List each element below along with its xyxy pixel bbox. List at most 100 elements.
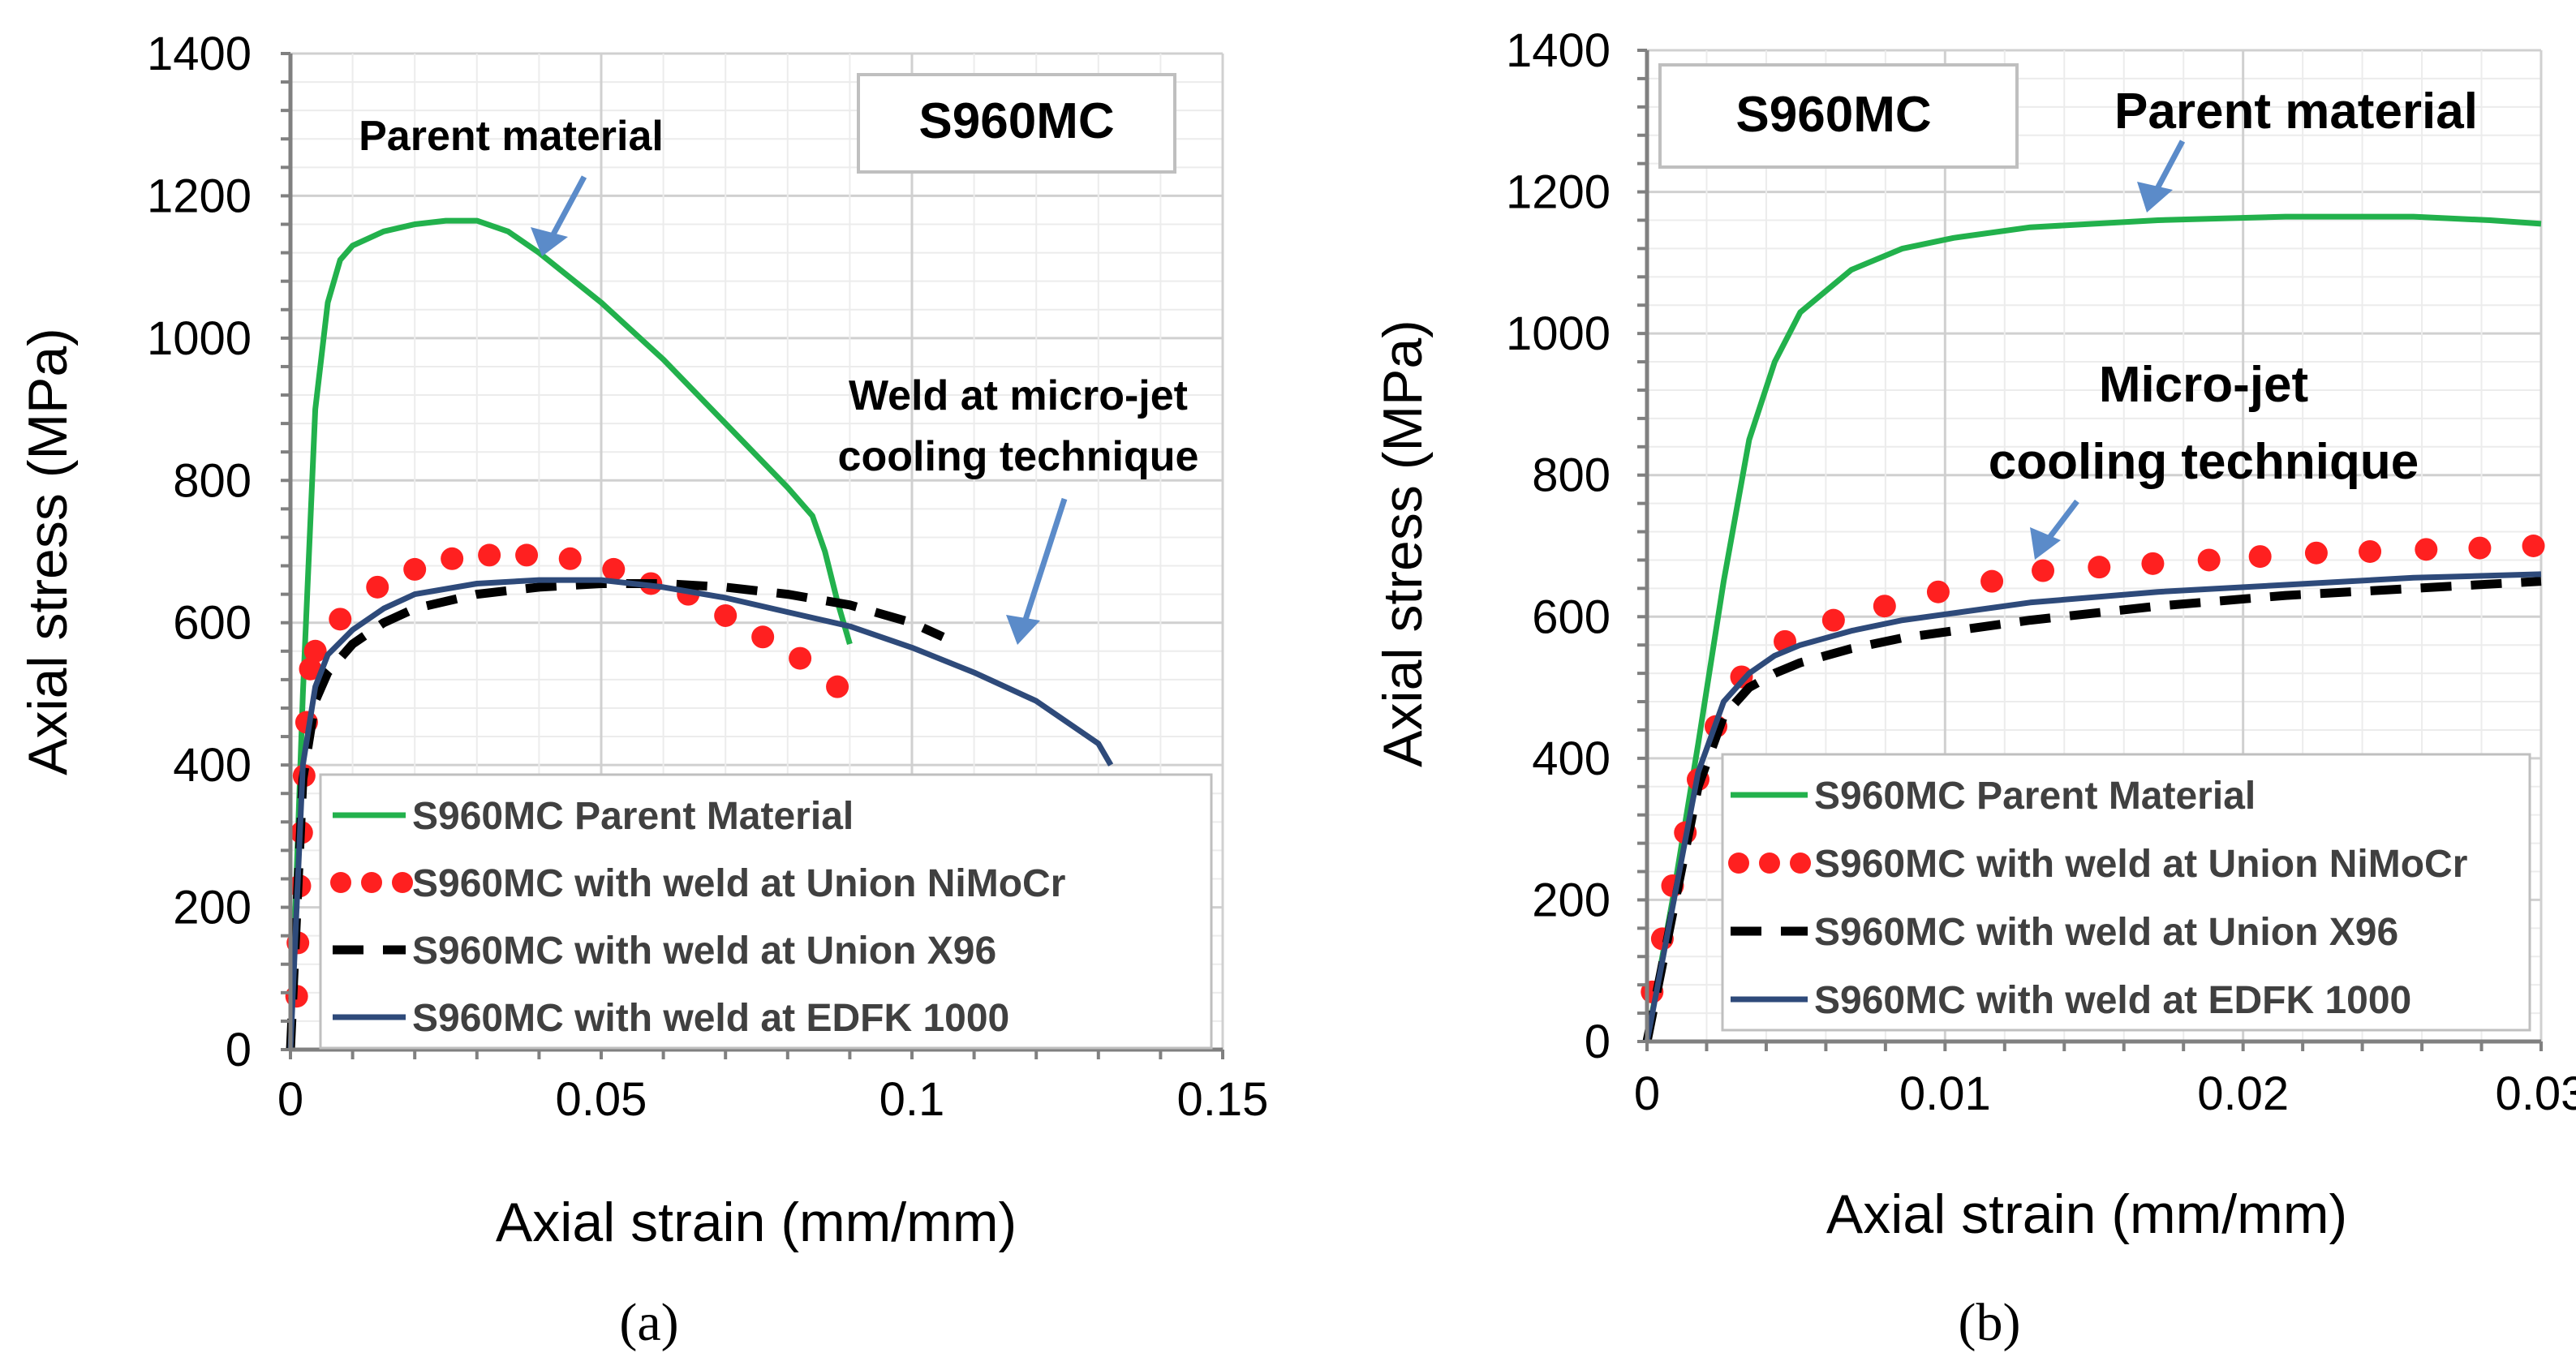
y-tick-label: 600 — [173, 597, 252, 650]
legend-label-union-nimocr: S960MC with weld at Union NiMoCr — [1814, 843, 2467, 886]
data-point-nimocr — [2088, 556, 2111, 579]
panel-caption-a: (a) — [619, 1293, 678, 1352]
y-tick-label: 800 — [1532, 449, 1611, 502]
legend-label-edfk-1000: S960MC with weld at EDFK 1000 — [412, 997, 1009, 1040]
data-point-nimocr — [2522, 535, 2545, 557]
legend-label-union-x96: S960MC with weld at Union X96 — [1814, 911, 2398, 954]
x-tick-label: 0.05 — [556, 1073, 647, 1126]
data-point-nimocr — [2359, 539, 2382, 563]
x-tick-label: 0.15 — [1177, 1073, 1269, 1126]
y-tick-labels-b: 0 200 400 600 800 1000 1200 1400 — [1506, 24, 1611, 1068]
data-point-nimocr — [1873, 595, 1896, 618]
y-axis-title-a: Axial stress (MPa) — [17, 328, 79, 775]
arrowhead-weld-a — [1006, 615, 1040, 645]
data-point-nimocr — [303, 639, 327, 663]
data-point-nimocr — [714, 603, 738, 627]
data-point-nimocr — [2248, 545, 2272, 569]
data-point-nimocr — [2415, 538, 2438, 561]
panel-a: 0 200 400 600 800 1000 1200 1400 0 0.05 0.1 0.15 A… — [17, 28, 1268, 1352]
data-point-nimocr — [826, 675, 849, 698]
legend-swatch-union-nimocr — [1790, 852, 1811, 874]
legend-b: S960MC Parent Material S960MC with weld a… — [1721, 753, 2531, 1032]
legend-swatch-union-nimocr — [392, 872, 413, 893]
data-point-nimocr — [602, 557, 626, 581]
title-box-text-b: S960MC — [1735, 87, 1931, 143]
data-point-nimocr — [1926, 580, 1950, 603]
legend-swatch-union-nimocr — [361, 872, 382, 893]
legend-box-b — [1721, 753, 2531, 1032]
legend-label-parent-material: S960MC Parent Material — [412, 795, 854, 838]
data-point-nimocr — [366, 575, 389, 599]
data-point-nimocr — [751, 625, 775, 649]
data-point-nimocr — [515, 543, 539, 567]
legend-swatch-union-nimocr — [1759, 852, 1780, 874]
data-point-nimocr — [2304, 541, 2328, 565]
legend-label-union-x96: S960MC with weld at Union X96 — [412, 930, 996, 973]
x-tick-labels-b: 0 0.01 0.02 0.03 — [1634, 1067, 2576, 1120]
arrow-parent-b — [2152, 140, 2186, 195]
panel-caption-b: (b) — [1959, 1293, 2021, 1352]
y-tick-label: 1200 — [147, 170, 252, 222]
arrowhead-parent-b — [2137, 182, 2173, 213]
minor-ticks-b — [1637, 49, 2543, 1051]
series-line-edfk-1000 — [287, 577, 1114, 1050]
x-tick-labels-a: 0 0.05 0.1 0.15 — [277, 1073, 1269, 1126]
minor-ticks-a — [281, 52, 1224, 1059]
data-point-nimocr — [299, 657, 322, 681]
y-tick-label: 1000 — [1506, 307, 1611, 360]
legend-label-union-nimocr: S960MC with weld at Union NiMoCr — [412, 862, 1065, 905]
x-axis-title-b: Axial strain (mm/mm) — [1826, 1183, 2347, 1245]
x-tick-label: 0.03 — [2496, 1067, 2576, 1120]
data-point-nimocr — [403, 557, 427, 581]
annotation-parent-material-b: Parent material — [2114, 84, 2478, 140]
y-tick-label: 400 — [1532, 732, 1611, 785]
y-axis-title-b: Axial stress (MPa) — [1372, 320, 1434, 767]
annotation-weld-line1-a: Weld at micro-jet — [849, 372, 1188, 419]
x-tick-label: 0 — [277, 1073, 303, 1126]
data-point-nimocr — [1730, 665, 1753, 689]
data-point-nimocr — [2141, 552, 2165, 575]
y-tick-label: 600 — [1532, 591, 1611, 643]
legend-swatch-union-nimocr — [330, 872, 351, 893]
data-point-nimocr — [558, 547, 582, 570]
x-tick-label: 0 — [1634, 1067, 1660, 1120]
y-tick-label: 0 — [226, 1024, 252, 1076]
series-line-parent-material — [287, 217, 853, 1050]
data-point-nimocr — [2032, 559, 2055, 582]
arrow-parent-a — [545, 175, 587, 245]
series-line-parent-material — [1644, 213, 2542, 1042]
annotation-weld-line2-a: cooling technique — [838, 433, 1199, 480]
series-layer-a — [285, 217, 1114, 1050]
data-point-nimocr — [478, 543, 501, 567]
legend-swatch-union-nimocr — [1728, 852, 1749, 874]
y-tick-label: 800 — [173, 454, 252, 507]
y-tick-label: 400 — [173, 739, 252, 792]
annotation-microjet-line1-b: Micro-jet — [2099, 357, 2308, 413]
y-tick-label: 200 — [1532, 874, 1611, 926]
legend-a: S960MC Parent Material S960MC with weld a… — [319, 773, 1213, 1050]
arrowhead-microjet-b — [2030, 527, 2061, 560]
data-point-nimocr — [1980, 569, 2004, 593]
title-box-a — [857, 73, 1176, 174]
y-tick-label: 1400 — [1506, 24, 1611, 77]
x-axis-title-a: Axial strain (mm/mm) — [496, 1192, 1017, 1253]
data-point-nimocr — [2197, 548, 2221, 572]
data-point-nimocr — [789, 646, 812, 670]
y-tick-label: 200 — [173, 882, 252, 934]
arrowhead-parent-a — [531, 227, 568, 256]
arrow-microjet-b — [2044, 499, 2079, 544]
x-tick-label: 0.1 — [879, 1073, 945, 1126]
data-point-nimocr — [329, 608, 352, 631]
series-line-edfk-1000 — [1644, 571, 2542, 1042]
y-tick-label: 1200 — [1506, 166, 1611, 219]
legend-box-a — [319, 773, 1213, 1050]
legend-label-edfk-1000: S960MC with weld at EDFK 1000 — [1814, 979, 2411, 1022]
data-point-nimocr — [2468, 536, 2492, 560]
series-line-union-x96 — [286, 579, 945, 1050]
title-box-text-a: S960MC — [918, 93, 1114, 149]
y-tick-label: 1400 — [147, 28, 252, 80]
x-tick-label: 0.02 — [2197, 1067, 2289, 1120]
arrow-weld-a — [1021, 497, 1068, 626]
data-point-nimocr — [1821, 608, 1845, 632]
